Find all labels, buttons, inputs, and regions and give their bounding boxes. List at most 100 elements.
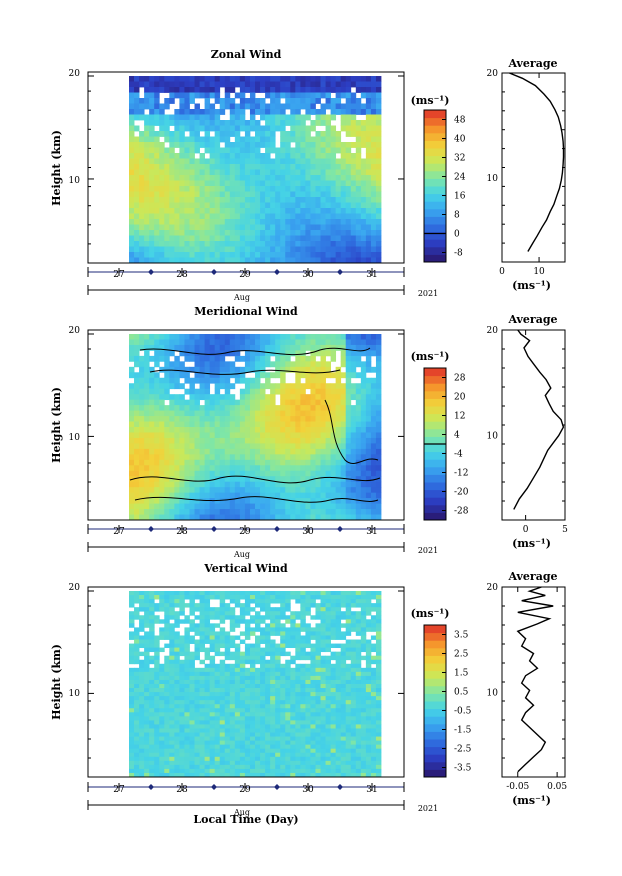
heatmap-cell (330, 688, 337, 693)
heatmap-cell (260, 169, 266, 176)
heatmap-cell (275, 421, 281, 428)
heatmap-cell (144, 241, 150, 247)
heatmap-cell (375, 696, 382, 701)
heatmap-cell (244, 623, 251, 628)
heatmap-cell (360, 366, 367, 373)
heatmap-cell (260, 109, 266, 115)
heatmap-cell (375, 383, 382, 390)
heatmap-cell (204, 339, 211, 346)
heatmap-cell (375, 448, 382, 455)
heatmap-cell (365, 252, 372, 258)
heatmap-cell (295, 180, 301, 187)
heatmap-cell (265, 611, 271, 616)
day-tick-label: 31 (366, 527, 377, 537)
heatmap-cell (370, 692, 377, 697)
heatmap-cell (129, 158, 135, 165)
heatmap-cell (325, 169, 331, 176)
heatmap-cell (360, 712, 367, 717)
colorbar-segment (424, 451, 446, 460)
heatmap-cell (134, 372, 140, 379)
heatmap-cell (224, 339, 231, 346)
heatmap-cell (320, 87, 326, 93)
heatmap-cell (310, 448, 316, 455)
heatmap-cell (330, 509, 337, 515)
heatmap-cell (330, 655, 337, 661)
heatmap-cell (149, 334, 155, 340)
heatmap-cell (244, 603, 251, 608)
heatmap-cell (355, 432, 362, 439)
heatmap-cell (229, 235, 236, 242)
heatmap-cell (295, 591, 301, 596)
heatmap-cell (219, 465, 226, 472)
heatmap-cell (375, 619, 382, 624)
heatmap-cell (285, 448, 291, 455)
heatmap-cell (174, 344, 180, 351)
heatmap-cell (300, 639, 306, 644)
heatmap-cell (219, 366, 226, 373)
heatmap-cell (139, 607, 145, 612)
heatmap-cell (255, 599, 261, 604)
heatmap-cell (335, 692, 342, 697)
heatmap-cell (199, 219, 205, 225)
heatmap-cell (370, 627, 377, 632)
heatmap-cell (260, 684, 266, 689)
heatmap-cell (370, 208, 377, 214)
heatmap-cell (350, 498, 357, 504)
heatmap-cell (340, 599, 347, 604)
heatmap-cell (265, 158, 271, 165)
heatmap-cell (365, 202, 372, 209)
heatmap-cell (345, 377, 352, 384)
heatmap-cell (325, 383, 331, 390)
heatmap-cell (375, 219, 382, 225)
heatmap-cell (320, 708, 326, 713)
heatmap-cell (184, 158, 190, 165)
heatmap-cell (154, 708, 160, 713)
heatmap-cell (300, 405, 306, 411)
heatmap-cell (189, 720, 195, 725)
heatmap-cell (129, 595, 135, 600)
heatmap-cell (260, 716, 266, 721)
heatmap-cell (144, 344, 150, 351)
heatmap-cell (310, 679, 316, 685)
heatmap-cell (149, 603, 155, 608)
heatmap-cell (300, 615, 306, 620)
heatmap-cell (239, 186, 246, 192)
heatmap-cell (375, 405, 382, 411)
heatmap-cell (169, 509, 175, 515)
colorbar-segment (424, 208, 446, 217)
heatmap-cell (310, 87, 316, 93)
heatmap-cell (219, 241, 226, 247)
heatmap-cell (244, 175, 251, 181)
heatmap-cell (129, 704, 135, 709)
heatmap-cell (340, 350, 347, 357)
heatmap-cell (285, 164, 291, 170)
heatmap-cell (350, 619, 357, 624)
heatmap-cell (144, 514, 150, 521)
heatmap-cell (325, 498, 331, 504)
heatmap-cell (265, 476, 271, 483)
heatmap-cell (249, 663, 256, 669)
heatmap-cell (345, 716, 352, 721)
heatmap-cell (280, 514, 286, 521)
heatmap-cell (330, 492, 337, 499)
colorbar-tick-label: -8 (454, 249, 463, 259)
heatmap-cell (164, 704, 170, 709)
heatmap-cell (265, 208, 271, 214)
heatmap-cell (224, 459, 231, 466)
heatmap-cell (360, 667, 367, 673)
heatmap-cell (275, 235, 281, 242)
heatmap-cell (300, 437, 306, 444)
heatmap-cell (204, 639, 211, 644)
heatmap-cell (270, 372, 276, 379)
heatmap-cell (295, 448, 301, 455)
heatmap-cell (320, 684, 326, 689)
heatmap-cell (239, 246, 246, 253)
heatmap-cell (244, 607, 251, 612)
heatmap-cell (224, 153, 231, 159)
heatmap-cell (169, 432, 175, 439)
heatmap-cell (265, 599, 271, 604)
heatmap-cell (159, 603, 165, 608)
heatmap-cell (300, 158, 306, 165)
heatmap-cell (249, 103, 256, 110)
heatmap-cell (255, 208, 261, 214)
